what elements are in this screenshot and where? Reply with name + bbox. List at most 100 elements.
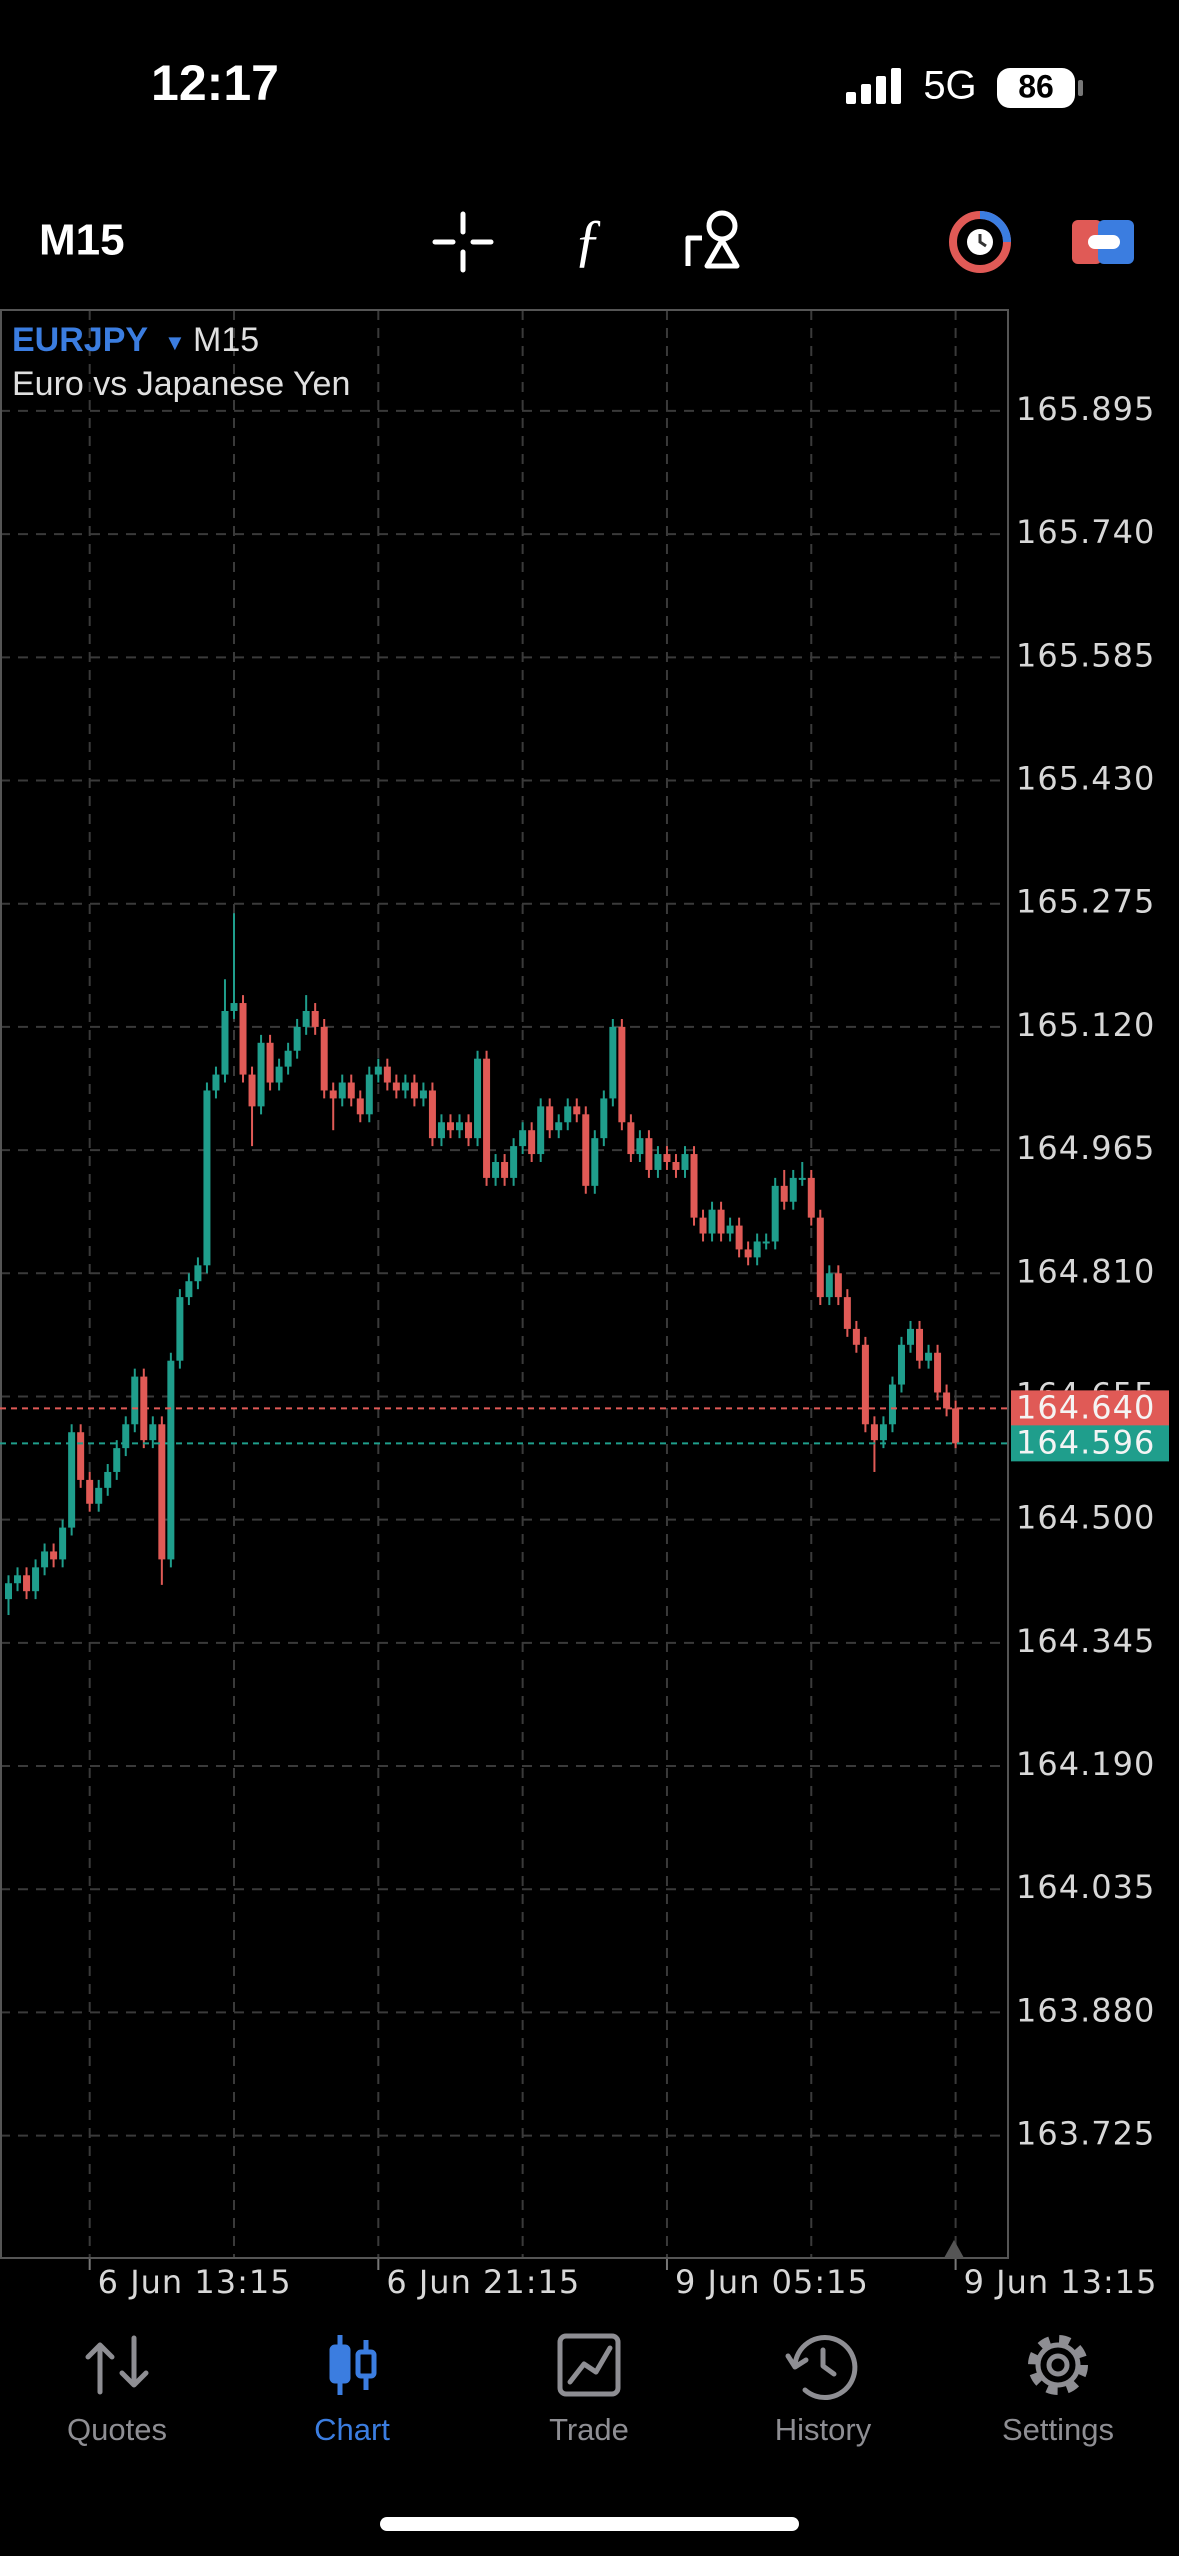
trade-button[interactable]	[1072, 220, 1134, 264]
x-tick-label: 6 Jun 13:15	[98, 2263, 292, 2301]
battery-cap	[1078, 80, 1083, 96]
candle-body	[555, 1122, 563, 1131]
tab-quotes[interactable]: Quotes	[67, 2335, 167, 2447]
candle-body	[609, 1026, 617, 1099]
candle-body	[934, 1352, 942, 1393]
candle-body	[77, 1432, 85, 1480]
battery-icon	[997, 68, 1075, 108]
current-bar-marker	[944, 2240, 964, 2258]
tab-chart[interactable]: Chart	[314, 2335, 390, 2447]
candle-body	[59, 1527, 67, 1560]
timeframe-button[interactable]: M15	[39, 216, 125, 265]
candle-body	[564, 1106, 572, 1123]
candle-body	[374, 1066, 382, 1075]
candle-body	[501, 1162, 509, 1178]
symbol[interactable]: EURJPY	[12, 321, 148, 359]
candle-body	[446, 1122, 454, 1131]
candle-body	[735, 1225, 743, 1250]
y-tick-label: 165.895	[1016, 390, 1155, 428]
candle-body	[690, 1154, 698, 1218]
candle-body	[257, 1042, 265, 1107]
candle-body	[131, 1376, 139, 1425]
candle-body	[104, 1471, 112, 1488]
tab-label[interactable]: Trade	[549, 2412, 629, 2447]
candle-body	[419, 1090, 427, 1099]
signal-icon	[846, 68, 901, 104]
candle-body	[943, 1392, 951, 1409]
tab-label[interactable]: History	[775, 2412, 872, 2447]
candle-body	[266, 1042, 274, 1083]
candle-body	[825, 1273, 833, 1298]
clock: 12:17	[151, 55, 279, 111]
y-tick-label: 164.965	[1016, 1129, 1155, 1167]
y-tick-label: 165.120	[1016, 1006, 1155, 1044]
indicators-button[interactable]: ƒ	[574, 207, 603, 272]
candle-body	[546, 1106, 554, 1131]
y-tick-label: 164.035	[1016, 1868, 1155, 1906]
candle-body	[456, 1122, 463, 1131]
candle-body	[41, 1551, 49, 1568]
y-tick-label: 163.880	[1016, 1991, 1155, 2029]
price-label-box	[1011, 1390, 1169, 1427]
candle-body	[573, 1106, 581, 1115]
account-button[interactable]	[949, 211, 1011, 273]
candle-body	[356, 1098, 364, 1115]
tab-label[interactable]: Settings	[1002, 2412, 1114, 2447]
objects-button[interactable]	[685, 210, 740, 269]
candle-body	[474, 1058, 482, 1139]
y-tick-label: 164.810	[1016, 1252, 1155, 1290]
candle-body	[167, 1360, 175, 1560]
y-tick-label: 165.430	[1016, 760, 1155, 798]
candle-body	[275, 1066, 283, 1083]
candle-body	[645, 1138, 653, 1170]
candle-body	[14, 1575, 22, 1584]
candle-body	[870, 1424, 878, 1441]
candle-body	[537, 1106, 545, 1155]
tab-settings[interactable]: Settings	[1002, 2335, 1114, 2447]
symbol-description: Euro vs Japanese Yen	[12, 365, 350, 403]
price-label: 164.640	[1016, 1388, 1155, 1426]
candle-body	[744, 1249, 752, 1258]
y-tick-label: 165.585	[1016, 636, 1155, 674]
candle-body	[320, 1026, 328, 1091]
candle-body	[879, 1424, 887, 1441]
candle-body	[753, 1241, 761, 1258]
candle-body	[952, 1408, 960, 1444]
battery-level: 86	[1018, 68, 1054, 104]
candle-body	[176, 1297, 184, 1361]
tab-label[interactable]: Chart	[314, 2412, 390, 2447]
candle-body	[717, 1209, 725, 1234]
candle-body	[302, 1010, 310, 1027]
candle-body	[149, 1424, 157, 1441]
y-tick-label: 164.190	[1016, 1745, 1155, 1783]
y-tick-label: 165.740	[1016, 513, 1155, 551]
candle-body	[708, 1209, 716, 1234]
candle-body	[807, 1177, 815, 1218]
chart-timeframe: M15	[193, 321, 259, 359]
candle-body	[925, 1352, 933, 1361]
tab-history[interactable]: History	[775, 2335, 872, 2448]
candle-body	[113, 1448, 121, 1472]
candle-body	[392, 1082, 400, 1091]
x-tick-label: 9 Jun 05:15	[675, 2263, 869, 2301]
candle-body	[510, 1146, 518, 1178]
candle-body	[798, 1177, 806, 1180]
candle-body	[627, 1122, 635, 1155]
candle-body	[86, 1479, 94, 1504]
candle-body	[383, 1066, 391, 1083]
symbol-dropdown-arrow[interactable]: ▼	[164, 330, 186, 355]
candle-body	[600, 1098, 608, 1139]
crosshair-button[interactable]	[432, 211, 494, 273]
candle-body	[311, 1010, 319, 1027]
candle-body	[465, 1122, 473, 1139]
price-label: 164.596	[1016, 1423, 1155, 1461]
candle-body	[834, 1273, 842, 1298]
candle-body	[32, 1567, 40, 1592]
tab-trade[interactable]: Trade	[549, 2333, 629, 2447]
candle-body	[50, 1551, 58, 1560]
tab-label[interactable]: Quotes	[67, 2412, 167, 2447]
y-tick-label: 163.725	[1016, 2115, 1155, 2153]
candle-body	[852, 1328, 860, 1345]
